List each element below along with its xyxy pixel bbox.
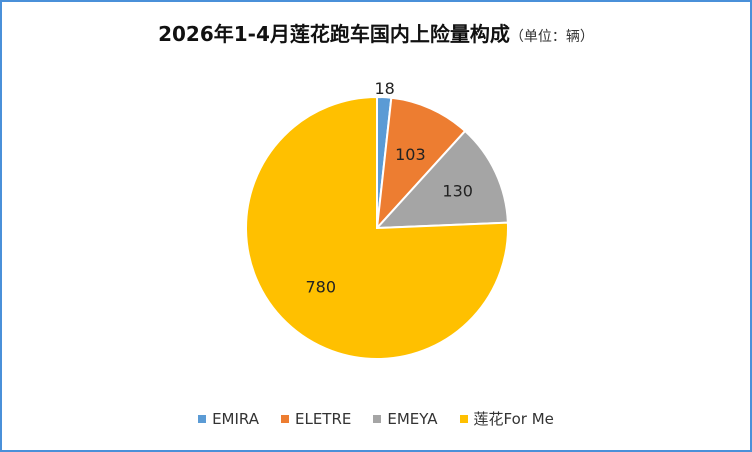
legend-swatch [198, 414, 207, 423]
legend-item-4: 莲花For Me [459, 408, 554, 429]
legend: EMIRA ELETRE EMEYA 莲花For Me [0, 408, 752, 429]
pie-slice-2 [375, 96, 467, 231]
legend-swatch [459, 414, 468, 423]
legend-swatch [373, 414, 382, 423]
data-label-2: 103 [395, 145, 426, 164]
pie-slice-3 [374, 129, 509, 230]
legend-label: EMEYA [387, 409, 438, 428]
legend-label: EMIRA [212, 409, 259, 428]
pie-slice-4 [245, 95, 509, 360]
chart-title: 2026年1-4月莲花跑车国内上险量构成 [158, 22, 510, 46]
legend-label: ELETRE [295, 409, 352, 428]
chart-title-block: 2026年1-4月莲花跑车国内上险量构成（单位：辆） [0, 18, 752, 47]
legend-item-2: ELETRE [281, 408, 351, 429]
data-label-3: 130 [442, 181, 473, 200]
chart-unit-note: （单位：辆） [509, 29, 594, 45]
legend-swatch [281, 414, 289, 423]
legend-item-1: EMIRA [198, 408, 259, 429]
data-label-4: 780 [305, 278, 336, 297]
data-label-1: 18 [375, 79, 395, 98]
legend-label: 莲花For Me [473, 410, 554, 428]
legend-item-3: EMEYA [373, 408, 438, 429]
